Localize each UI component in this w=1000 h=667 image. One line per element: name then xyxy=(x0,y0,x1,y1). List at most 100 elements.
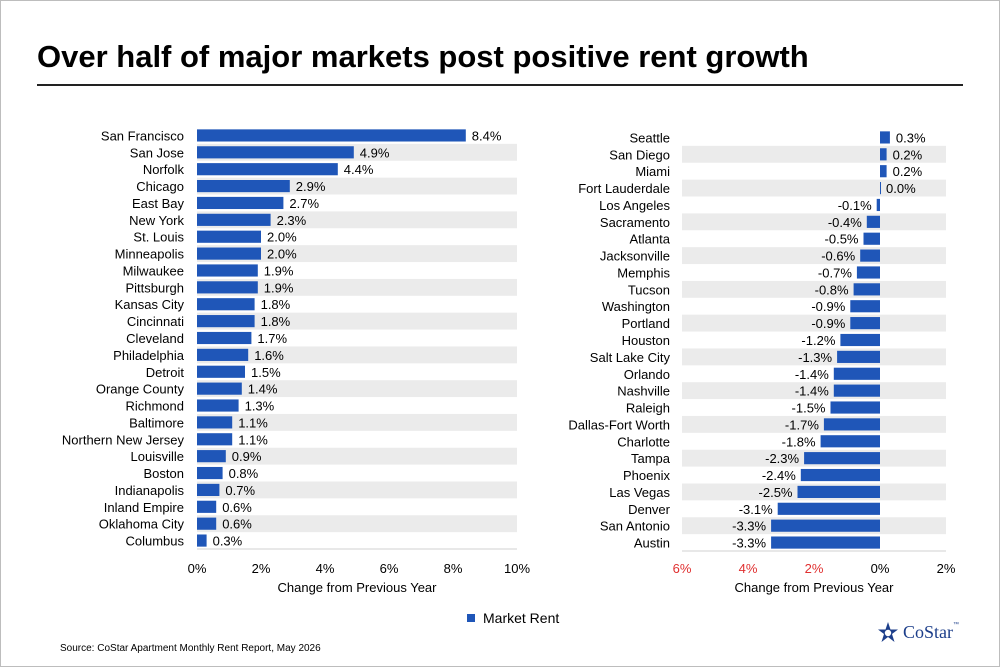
right-category-label: Nashville xyxy=(617,384,670,399)
right-category-label: Jacksonville xyxy=(600,249,670,264)
left-category-label: Indianapolis xyxy=(115,483,185,498)
left-category-label: St. Louis xyxy=(133,230,184,245)
left-value-label: 2.7% xyxy=(289,196,319,211)
left-category-label: Columbus xyxy=(125,534,184,549)
right-category-label: Tampa xyxy=(631,451,671,466)
right-tick-label: 6% xyxy=(673,561,692,576)
left-value-label: 0.7% xyxy=(225,483,255,498)
right-value-label: -1.7% xyxy=(785,417,819,432)
left-bar xyxy=(197,247,261,260)
right-bar xyxy=(820,435,880,448)
right-bar xyxy=(777,502,880,515)
left-row-band xyxy=(197,312,517,330)
right-value-label: -0.7% xyxy=(818,265,852,280)
right-category-label: Charlotte xyxy=(617,434,670,449)
right-bar xyxy=(876,198,880,212)
left-value-label: 1.4% xyxy=(248,382,278,397)
right-value-label: -0.5% xyxy=(825,232,859,247)
left-category-label: Pittsburgh xyxy=(125,280,184,295)
left-category-label: Baltimore xyxy=(129,415,184,430)
left-category-label: Philadelphia xyxy=(113,348,185,363)
left-row-band xyxy=(197,346,517,364)
left-row-band xyxy=(197,278,517,296)
right-bar xyxy=(860,249,880,262)
left-value-label: 0.6% xyxy=(222,517,252,532)
right-bar xyxy=(880,182,881,195)
right-bar xyxy=(823,418,880,431)
right-x-axis-title: Change from Previous Year xyxy=(735,580,895,595)
legend: Market Rent xyxy=(467,610,559,626)
left-category-label: Norfolk xyxy=(143,162,185,177)
left-category-label: Milwaukee xyxy=(123,263,184,278)
left-category-label: East Bay xyxy=(132,196,185,211)
left-bar xyxy=(197,517,217,530)
left-bar xyxy=(197,450,226,463)
left-category-label: Minneapolis xyxy=(115,247,185,262)
left-bar xyxy=(197,483,220,496)
left-bar xyxy=(197,416,233,429)
right-row-band xyxy=(682,213,946,231)
costar-logo-text: CoStar™ xyxy=(903,621,960,642)
right-value-label: -0.9% xyxy=(811,299,845,314)
left-tick-label: 0% xyxy=(188,561,207,576)
right-value-label: -1.4% xyxy=(795,384,829,399)
left-bar xyxy=(197,129,466,142)
left-value-label: 2.9% xyxy=(296,179,326,194)
left-bar xyxy=(197,365,245,378)
left-category-label: Richmond xyxy=(125,399,184,414)
right-value-label: 0.2% xyxy=(893,147,923,162)
right-category-label: Miami xyxy=(635,164,670,179)
left-value-label: 1.1% xyxy=(238,432,268,447)
right-tick-label: 4% xyxy=(739,561,758,576)
right-bar xyxy=(880,148,887,161)
left-category-label: San Francisco xyxy=(101,128,184,143)
left-value-label: 1.5% xyxy=(251,365,281,380)
left-value-label: 2.3% xyxy=(277,213,307,228)
left-category-label: Orange County xyxy=(96,382,185,397)
right-bar xyxy=(880,131,890,144)
right-row-band xyxy=(682,247,946,265)
right-value-label: -3.1% xyxy=(739,502,773,517)
left-value-label: 1.3% xyxy=(245,399,275,414)
left-category-label: New York xyxy=(129,213,184,228)
left-value-label: 0.3% xyxy=(213,534,243,549)
left-category-label: Chicago xyxy=(136,179,184,194)
left-category-label: Oklahoma City xyxy=(99,517,185,532)
left-tick-label: 2% xyxy=(252,561,271,576)
costar-logo-icon xyxy=(878,622,898,642)
right-value-label: -1.8% xyxy=(782,434,816,449)
left-row-band xyxy=(197,380,517,398)
legend-label: Market Rent xyxy=(483,610,560,626)
left-bar xyxy=(197,399,239,412)
left-value-label: 1.7% xyxy=(257,331,287,346)
right-value-label: -2.4% xyxy=(762,468,796,483)
legend-swatch xyxy=(467,614,475,622)
left-bar xyxy=(197,315,255,328)
right-category-label: San Diego xyxy=(609,147,670,162)
left-category-label: Northern New Jersey xyxy=(62,432,185,447)
left-value-label: 1.8% xyxy=(261,314,291,329)
right-bar xyxy=(830,401,880,414)
right-category-label: Portland xyxy=(622,316,670,331)
right-bar xyxy=(833,384,880,397)
left-value-label: 8.4% xyxy=(472,128,502,143)
left-bar xyxy=(197,163,338,176)
right-category-label: Austin xyxy=(634,536,670,551)
right-bar xyxy=(880,165,887,178)
right-value-label: 0.0% xyxy=(886,181,916,196)
right-tick-label: 2% xyxy=(805,561,824,576)
left-row-band xyxy=(197,515,517,533)
left-value-label: 2.0% xyxy=(267,230,297,245)
left-category-label: Kansas City xyxy=(115,297,185,312)
right-bar xyxy=(866,215,880,228)
right-bar xyxy=(863,232,880,245)
right-category-label: Denver xyxy=(628,502,671,517)
right-category-label: Washington xyxy=(602,299,670,314)
right-tick-label: 0% xyxy=(871,561,890,576)
left-value-label: 1.6% xyxy=(254,348,284,363)
left-value-label: 1.8% xyxy=(261,297,291,312)
right-category-label: Dallas-Fort Worth xyxy=(568,417,670,432)
left-bar xyxy=(197,196,284,210)
right-category-label: Houston xyxy=(622,333,670,348)
